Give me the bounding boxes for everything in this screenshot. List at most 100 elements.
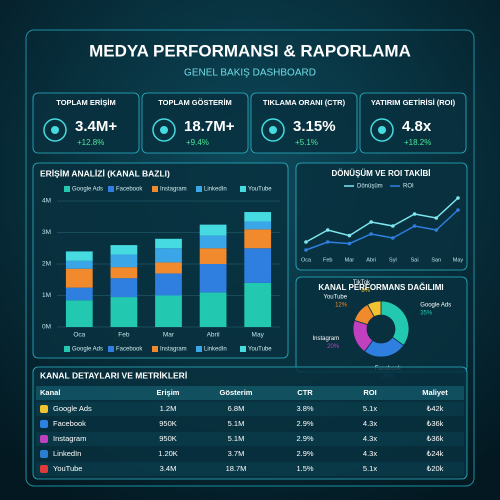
- point: [412, 212, 417, 216]
- slice-label: YouTube: [324, 295, 348, 301]
- channel-icon: [40, 435, 48, 443]
- kpi-icon: [370, 118, 394, 142]
- bar-segment: [110, 297, 138, 327]
- legend-swatch: [196, 186, 202, 192]
- point: [347, 241, 352, 246]
- table-title: KANAL DETAYLARI VE METRİKLERİ: [40, 370, 187, 380]
- table-cell: 18.7M: [226, 464, 247, 473]
- y-tick-label: 3M: [42, 229, 51, 236]
- chart-title: ERİŞİM ANALİZİ (KANAL BAZLI): [40, 168, 170, 178]
- channel-icon: [40, 420, 48, 428]
- kpi-icon: [269, 126, 277, 134]
- bar-segment: [244, 282, 272, 327]
- bar-segment: [244, 212, 272, 222]
- table-cell: 4.3x: [363, 449, 377, 458]
- point: [434, 228, 439, 232]
- kpi-icon: [152, 118, 176, 142]
- table-cell: ₺24k: [427, 449, 444, 458]
- x-tick-label: May: [252, 332, 265, 339]
- table-cell: 4.3x: [363, 434, 377, 443]
- table-cell: ₺42k: [427, 404, 444, 413]
- x-tick-label: Abri: [366, 257, 376, 263]
- y-tick-label: 1M: [42, 292, 51, 299]
- point: [325, 228, 330, 232]
- legend-swatch: [108, 186, 114, 192]
- bar-segment: [199, 264, 227, 293]
- legend-label: Google Ads: [72, 347, 103, 353]
- point: [391, 224, 395, 228]
- table-cell: 2.9%: [296, 419, 313, 428]
- legend-swatch: [64, 186, 70, 192]
- panel: [32, 366, 468, 480]
- bar-segment: [110, 245, 138, 255]
- kpi-change: +9.4%: [186, 138, 209, 147]
- bar-segment: [110, 254, 138, 268]
- kpi-label: TIKLAMA ORANI (CTR): [263, 98, 346, 107]
- slice-label: Instagram: [312, 336, 339, 342]
- frame: [25, 29, 475, 487]
- table-cell: 5.1M: [228, 419, 245, 428]
- line: [305, 209, 459, 251]
- x-tick-label: Feb: [118, 332, 130, 339]
- channel-icon: [40, 405, 48, 413]
- slice-label: TikTok: [353, 280, 371, 286]
- x-tick-label: San: [431, 257, 441, 263]
- kpi-label: YATIRIM GETİRİSİ (ROI): [371, 98, 456, 107]
- point: [391, 236, 395, 240]
- panel: [141, 92, 249, 154]
- legend-label: Facebook: [116, 187, 143, 193]
- bar-segment: [244, 221, 272, 230]
- bar-segment: [199, 248, 227, 264]
- bar-segment: [155, 238, 182, 249]
- slice-value: 8%: [361, 288, 370, 294]
- table-cell: 1.2M: [160, 404, 177, 413]
- bar-segment: [244, 248, 272, 283]
- bar-segment: [65, 260, 93, 269]
- table-cell: Google Ads: [53, 404, 92, 413]
- table-cell: 5.1M: [228, 434, 245, 443]
- table-cell: 2.9%: [296, 434, 313, 443]
- bar-segment: [110, 278, 138, 298]
- kpi-value: 18.7M+: [184, 118, 235, 135]
- legend-swatch: [196, 346, 202, 352]
- channel-icon: [40, 450, 48, 458]
- kpi-value: 3.15%: [293, 118, 336, 135]
- legend-label: Instagram: [160, 347, 187, 353]
- x-tick-label: Abril: [207, 332, 221, 339]
- kpi-icon: [378, 126, 386, 134]
- bar-segment: [199, 292, 227, 327]
- column-header: Erişim: [157, 388, 180, 397]
- bar-segment: [199, 235, 227, 249]
- table-cell: 6.8M: [228, 404, 245, 413]
- bar-segment: [199, 224, 227, 236]
- table-cell: 1.5%: [296, 464, 313, 473]
- panel: [359, 92, 467, 154]
- column-header: Gösterim: [220, 388, 253, 397]
- legend-swatch: [240, 186, 246, 192]
- column-header: CTR: [297, 388, 313, 397]
- y-tick-label: 2M: [42, 261, 51, 268]
- bar-segment: [65, 287, 93, 301]
- table-cell: 4.3x: [363, 419, 377, 428]
- point: [304, 240, 308, 244]
- title: MEDYA PERFORMANSI & RAPORLAMA: [89, 41, 411, 60]
- legend-label: Google Ads: [72, 187, 103, 193]
- table-cell: 3.8%: [296, 404, 313, 413]
- point: [304, 248, 308, 252]
- kpi-change: +12.8%: [77, 138, 104, 147]
- legend-label: LinkedIn: [204, 187, 227, 193]
- point: [369, 220, 373, 224]
- kpi-change: +5.1%: [295, 138, 318, 147]
- kpi-change: +18.2%: [404, 138, 431, 147]
- legend-label: LinkedIn: [204, 347, 227, 353]
- kpi-value: 4.8x: [402, 118, 432, 135]
- table-cell: LinkedIn: [53, 449, 81, 458]
- x-tick-label: Syl: [389, 257, 397, 263]
- point: [412, 224, 417, 228]
- row-band: [36, 432, 464, 446]
- x-tick-label: Oca: [73, 332, 85, 339]
- slice-value: 35%: [420, 311, 433, 317]
- legend-label: ROI: [403, 184, 414, 190]
- legend-swatch: [240, 346, 246, 352]
